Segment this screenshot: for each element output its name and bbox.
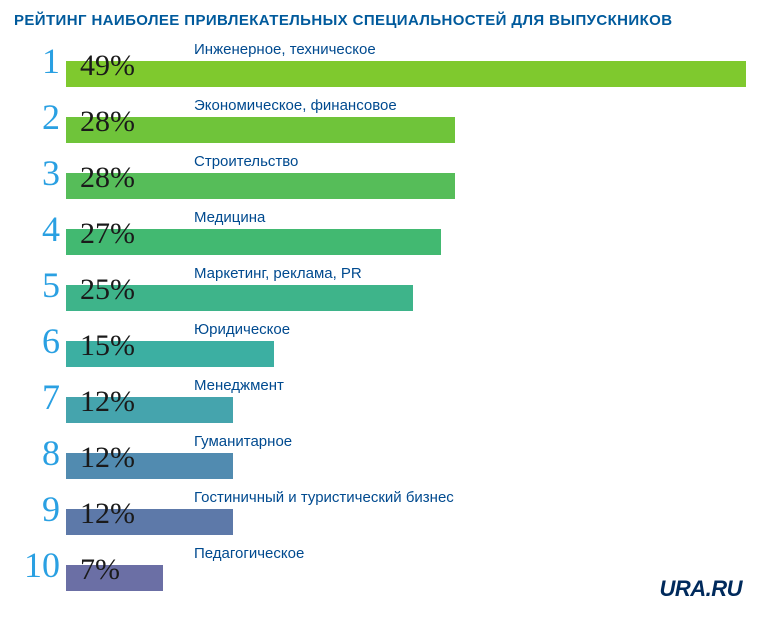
percent-value: 25% bbox=[80, 275, 135, 305]
bar-row: 8 12% Гуманитарное bbox=[10, 435, 750, 479]
rank-number: 2 bbox=[10, 99, 66, 135]
bar-row: 1 49% Инженерное, техническое bbox=[10, 43, 750, 87]
category-label: Менеджмент bbox=[194, 377, 284, 394]
category-label: Медицина bbox=[194, 209, 265, 226]
bar-wrap: 12% Гуманитарное bbox=[66, 435, 750, 479]
percent-value: 28% bbox=[80, 107, 135, 137]
bar-wrap: 12% Менеджмент bbox=[66, 379, 750, 423]
bar-wrap: 49% Инженерное, техническое bbox=[66, 43, 750, 87]
percent-value: 15% bbox=[80, 331, 135, 361]
bar-rows: 1 49% Инженерное, техническое 2 28% Экономиче… bbox=[10, 43, 750, 591]
percent-value: 28% bbox=[80, 163, 135, 193]
bar-row: 6 15% Юридическое bbox=[10, 323, 750, 367]
percent-value: 7% bbox=[80, 555, 120, 585]
rank-number: 4 bbox=[10, 211, 66, 247]
percent-value: 12% bbox=[80, 387, 135, 417]
bar-row: 2 28% Экономическое, финансовое bbox=[10, 99, 750, 143]
percent-value: 27% bbox=[80, 219, 135, 249]
category-label: Маркетинг, реклама, PR bbox=[194, 265, 362, 282]
bar-row: 10 7% Педагогическое bbox=[10, 547, 750, 591]
percent-value: 12% bbox=[80, 443, 135, 473]
source-logo: URA.RU bbox=[659, 576, 742, 602]
chart-title: РЕЙТИНГ НАИБОЛЕЕ ПРИВЛЕКАТЕЛЬНЫХ СПЕЦИАЛ… bbox=[14, 12, 750, 29]
rank-number: 6 bbox=[10, 323, 66, 359]
bar-row: 7 12% Менеджмент bbox=[10, 379, 750, 423]
bar-wrap: 15% Юридическое bbox=[66, 323, 750, 367]
bar-wrap: 12% Гостиничный и туристический бизнес bbox=[66, 491, 750, 535]
bar-wrap: 25% Маркетинг, реклама, PR bbox=[66, 267, 750, 311]
rank-number: 1 bbox=[10, 43, 66, 79]
percent-value: 12% bbox=[80, 499, 135, 529]
rank-number: 9 bbox=[10, 491, 66, 527]
bar-row: 5 25% Маркетинг, реклама, PR bbox=[10, 267, 750, 311]
rank-number: 5 bbox=[10, 267, 66, 303]
rank-number: 3 bbox=[10, 155, 66, 191]
rank-number: 10 bbox=[10, 547, 66, 583]
bar-row: 3 28% Строительство bbox=[10, 155, 750, 199]
bar-wrap: 28% Строительство bbox=[66, 155, 750, 199]
bar-row: 4 27% Медицина bbox=[10, 211, 750, 255]
category-label: Экономическое, финансовое bbox=[194, 97, 397, 114]
bar-wrap: 28% Экономическое, финансовое bbox=[66, 99, 750, 143]
percent-value: 49% bbox=[80, 51, 135, 81]
bar-wrap: 7% Педагогическое bbox=[66, 547, 750, 591]
bar-row: 9 12% Гостиничный и туристический бизнес bbox=[10, 491, 750, 535]
category-label: Инженерное, техническое bbox=[194, 41, 376, 58]
bar bbox=[66, 61, 746, 87]
bar-wrap: 27% Медицина bbox=[66, 211, 750, 255]
category-label: Гуманитарное bbox=[194, 433, 292, 450]
category-label: Гостиничный и туристический бизнес bbox=[194, 489, 454, 506]
category-label: Строительство bbox=[194, 153, 298, 170]
rank-number: 8 bbox=[10, 435, 66, 471]
rank-number: 7 bbox=[10, 379, 66, 415]
category-label: Педагогическое bbox=[194, 545, 304, 562]
category-label: Юридическое bbox=[194, 321, 290, 338]
